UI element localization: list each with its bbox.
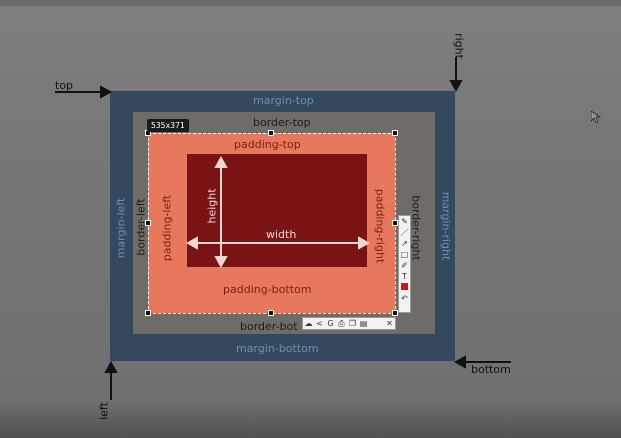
top-arrow-head xyxy=(100,85,113,99)
right-arrow-head xyxy=(449,80,463,93)
text-icon[interactable]: T xyxy=(402,272,407,281)
save-icon[interactable]: ▤ xyxy=(359,319,368,328)
google-icon[interactable]: G xyxy=(327,319,334,328)
close-icon[interactable]: ✕ xyxy=(386,319,393,328)
rectangle-icon[interactable]: □ xyxy=(400,250,409,259)
color-swatch-icon[interactable] xyxy=(399,282,410,293)
resize-handle-bottom[interactable] xyxy=(268,310,274,316)
selection-rectangle[interactable] xyxy=(148,133,396,314)
arrow-icon[interactable]: ↗ xyxy=(401,239,408,248)
height-arrow-head-up xyxy=(214,155,228,168)
pen-icon[interactable]: ✎ xyxy=(401,217,408,226)
padding-bottom-label: padding-bottom xyxy=(223,283,312,296)
resize-handle-bottom-right[interactable] xyxy=(392,310,398,316)
outer-right-label: right xyxy=(452,33,466,59)
action-toolbar: ☁ < G ⎙ ❐ ▤ ✕ xyxy=(302,317,396,330)
resize-handle-top-right[interactable] xyxy=(392,130,398,136)
resize-handle-right[interactable] xyxy=(392,220,398,226)
left-arrow-head xyxy=(104,360,118,373)
outer-top-label: top xyxy=(55,79,74,92)
print-icon[interactable]: ⎙ xyxy=(338,319,345,328)
border-bottom-label: border-bot xyxy=(240,320,298,333)
line-icon[interactable]: ／ xyxy=(400,228,409,237)
annotation-toolbar: ✎ ／ ↗ □ ✐ T ↶ xyxy=(398,215,411,313)
padding-top-label: padding-top xyxy=(234,138,301,151)
content-area xyxy=(187,154,367,267)
width-label: width xyxy=(266,228,297,241)
bottom-shadow-strip xyxy=(0,400,621,438)
resize-handle-bottom-left[interactable] xyxy=(145,310,151,316)
marker-icon[interactable]: ✐ xyxy=(401,261,408,270)
cloud-upload-icon[interactable]: ☁ xyxy=(304,319,313,328)
border-top-label: border-top xyxy=(253,116,311,129)
mouse-cursor-icon xyxy=(591,111,601,123)
margin-top-label: margin-top xyxy=(253,94,314,107)
undo-icon[interactable]: ↶ xyxy=(401,294,408,303)
bottom-arrow-head xyxy=(453,355,466,369)
resize-handle-top[interactable] xyxy=(268,130,274,136)
resize-handle-left[interactable] xyxy=(145,220,151,226)
copy-icon[interactable]: ❐ xyxy=(348,319,357,328)
margin-bottom-label: margin-bottom xyxy=(236,342,319,355)
outer-bottom-label: bottom xyxy=(471,363,511,376)
share-icon[interactable]: < xyxy=(316,319,323,328)
width-arrow-head-left xyxy=(185,236,198,250)
selection-size-badge: 535x371 xyxy=(147,119,189,132)
width-arrow-head-right xyxy=(358,236,371,250)
height-arrow-head-down xyxy=(214,256,228,269)
top-shadow-strip xyxy=(0,0,621,6)
